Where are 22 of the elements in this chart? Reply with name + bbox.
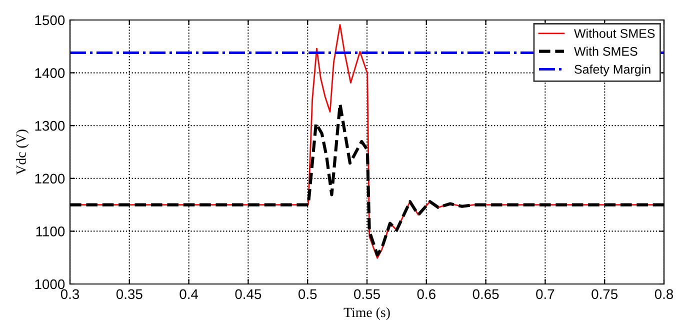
legend-label: Safety Margin (574, 64, 650, 76)
x-tick-label: 0.45 (235, 289, 262, 300)
x-tick-label: 0.6 (417, 289, 436, 300)
x-tick-label: 0.5 (298, 289, 317, 300)
x-axis-title: Time (s) (344, 307, 390, 320)
x-tick-label: 0.65 (472, 289, 499, 300)
y-tick-label: 1000 (35, 279, 65, 290)
legend-label: Without SMES (574, 28, 655, 38)
legend-label: With SMES (574, 46, 638, 56)
y-tick-label: 1300 (35, 120, 65, 131)
x-tick-label: 0.8 (654, 289, 674, 300)
x-tick-label: 0.55 (354, 289, 380, 300)
x-tick-label: 0.7 (536, 289, 554, 300)
y-tick-label: 1500 (35, 15, 65, 26)
x-tick-label: 0.3 (60, 289, 80, 300)
x-tick-label: 0.75 (592, 289, 618, 300)
x-tick-label: 0.35 (116, 289, 142, 300)
y-tick-label: 1100 (36, 226, 65, 236)
y-tick-label: 1400 (35, 68, 65, 78)
y-axis-title: Vdc (V) (16, 130, 29, 175)
x-tick-label: 0.4 (180, 289, 198, 300)
y-tick-label: 1200 (35, 174, 65, 184)
